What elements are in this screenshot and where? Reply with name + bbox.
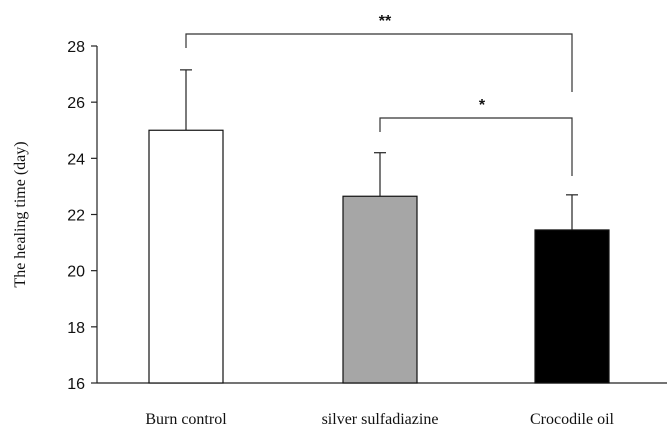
significance-label: * — [479, 97, 486, 114]
significance-bracket — [379, 117, 573, 176]
labels: 16 18 20 22 24 26 28 The healing time (day) Burn… — [12, 13, 615, 428]
bar-silver-sulfadiazine — [342, 195, 418, 384]
category-label: Burn control — [145, 411, 227, 428]
significance-brackets — [185, 33, 573, 176]
bar-burn-control — [148, 129, 224, 384]
bars — [148, 129, 610, 384]
significance-label: ** — [379, 13, 392, 30]
y-tick-label: 22 — [67, 208, 85, 225]
category-label: silver sulfadiazine — [322, 411, 439, 428]
y-tick-label: 28 — [67, 39, 85, 56]
category-label: Crocodile oil — [530, 411, 615, 428]
y-tick-label: 20 — [67, 264, 85, 281]
significance-bracket — [185, 33, 573, 92]
y-tick-label: 16 — [67, 376, 85, 393]
y-axis-title: The healing time (day) — [12, 141, 29, 287]
y-tick-label: 24 — [67, 151, 85, 168]
bar-crocodile-oil — [534, 229, 610, 384]
error-bars — [180, 69, 578, 230]
y-tick-label: 26 — [67, 95, 85, 112]
y-tick-label: 18 — [67, 320, 85, 337]
